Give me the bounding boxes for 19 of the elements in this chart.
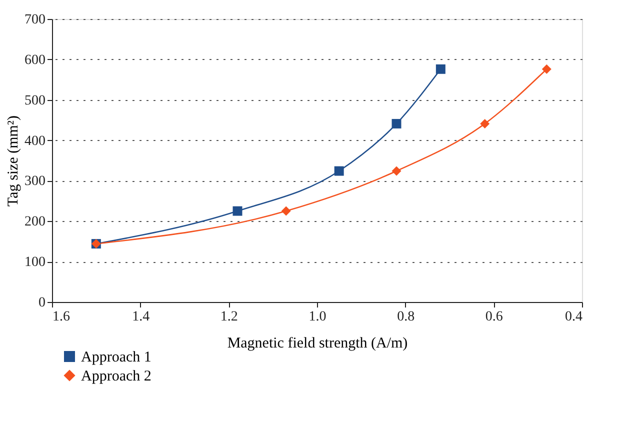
legend-label: Approach 2	[81, 368, 152, 384]
y-tick-label: 0	[38, 296, 46, 310]
y-tick-label: 600	[24, 52, 46, 68]
x-tick-label: 0.8	[397, 310, 415, 324]
x-tick-label: 0.4	[565, 310, 582, 324]
y-tick-label: 500	[24, 93, 46, 108]
x-tick-label: 0.6	[485, 310, 503, 324]
x-tick-label: 1.0	[308, 310, 326, 324]
y-tick-label: 400	[24, 134, 46, 149]
y-tick-label: 200	[24, 214, 46, 230]
x-tick-label: 1.2	[220, 310, 238, 324]
y-tick-label: 300	[24, 174, 46, 190]
legend-label: Approach 1	[81, 350, 152, 366]
x-tick-label: 1.6	[52, 310, 70, 324]
x-tick-label: 1.4	[132, 310, 150, 324]
x-axis-title: Magnetic field strength (A/m)	[227, 336, 408, 352]
y-axis-title: Tag size (mm²)	[6, 116, 22, 206]
y-tick-label: 100	[24, 255, 46, 270]
y-tick-label: 700	[24, 12, 46, 28]
